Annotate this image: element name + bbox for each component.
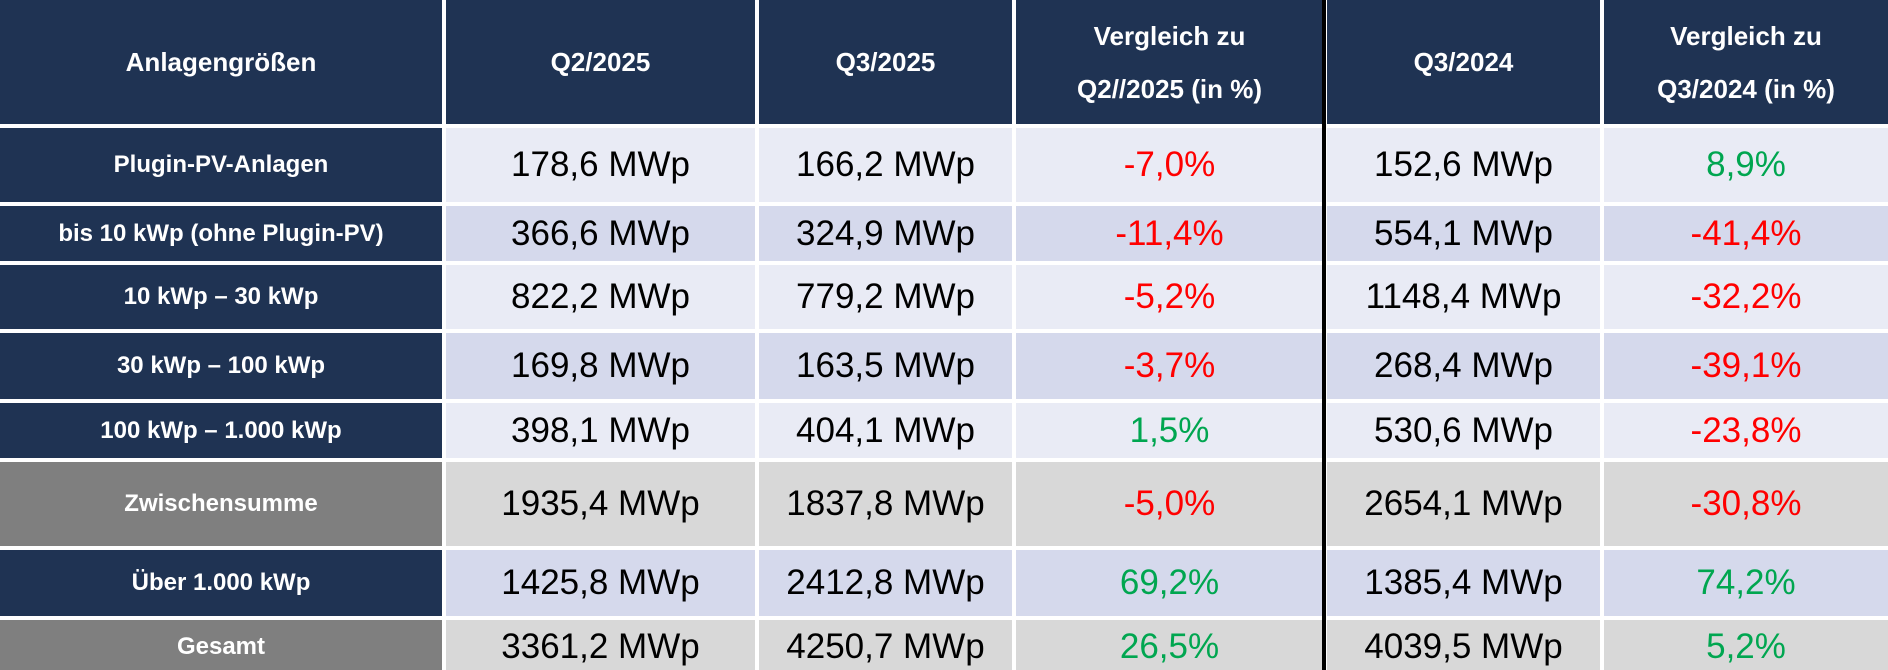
- header-label: Q2/2025: [550, 46, 651, 77]
- value-q3-2025: 163,5 MWp: [759, 333, 1012, 399]
- table-row-bis-10-kwp: bis 10 kWp (ohne Plugin-PV) 366,6 MWp 32…: [0, 206, 1888, 261]
- value-q3-2025: 2412,8 MWp: [759, 550, 1012, 616]
- table-row-gesamt: Gesamt 3361,2 MWp 4250,7 MWp 26,5% 4039,…: [0, 620, 1888, 670]
- table-row-ueber-1000-kwp: Über 1.000 kWp 1425,8 MWp 2412,8 MWp 69,…: [0, 550, 1888, 616]
- row-label: Zwischensumme: [0, 462, 442, 546]
- value-q2-2025: 366,6 MWp: [446, 206, 755, 261]
- header-row: Anlagengrößen Q2/2025 Q3/2025 Vergleich …: [0, 0, 1888, 124]
- value-vs-q2-2025: -7,0%: [1016, 128, 1323, 202]
- value-vs-q2-2025: -3,7%: [1016, 333, 1323, 399]
- value-q3-2024: 530,6 MWp: [1327, 403, 1600, 458]
- value-q2-2025: 3361,2 MWp: [446, 620, 755, 670]
- header-vergleich-q3-2024: Vergleich zu Q3/2024 (in %): [1604, 0, 1888, 124]
- header-label-line2: Q2//2025 (in %): [1077, 74, 1262, 104]
- value-vs-q3-2024: -39,1%: [1604, 333, 1888, 399]
- value-q3-2025: 404,1 MWp: [759, 403, 1012, 458]
- row-label: 30 kWp – 100 kWp: [0, 333, 442, 399]
- row-label: Plugin-PV-Anlagen: [0, 128, 442, 202]
- header-vergleich-q2-2025: Vergleich zu Q2//2025 (in %): [1016, 0, 1323, 124]
- header-label-line1: Vergleich zu: [1093, 21, 1246, 51]
- value-vs-q3-2024: 5,2%: [1604, 620, 1888, 670]
- value-vs-q3-2024: 8,9%: [1604, 128, 1888, 202]
- value-q3-2024: 1385,4 MWp: [1327, 550, 1600, 616]
- value-vs-q3-2024: -30,8%: [1604, 462, 1888, 546]
- value-q3-2025: 4250,7 MWp: [759, 620, 1012, 670]
- value-vs-q2-2025: 26,5%: [1016, 620, 1323, 670]
- value-q3-2025: 166,2 MWp: [759, 128, 1012, 202]
- row-label: Gesamt: [0, 620, 442, 670]
- value-vs-q2-2025: -5,2%: [1016, 265, 1323, 329]
- value-q2-2025: 398,1 MWp: [446, 403, 755, 458]
- row-label: bis 10 kWp (ohne Plugin-PV): [0, 206, 442, 261]
- value-vs-q3-2024: -32,2%: [1604, 265, 1888, 329]
- value-q3-2024: 2654,1 MWp: [1327, 462, 1600, 546]
- value-q3-2024: 1148,4 MWp: [1327, 265, 1600, 329]
- value-q2-2025: 1425,8 MWp: [446, 550, 755, 616]
- row-label: 100 kWp – 1.000 kWp: [0, 403, 442, 458]
- header-q2-2025: Q2/2025: [446, 0, 755, 124]
- value-vs-q3-2024: -41,4%: [1604, 206, 1888, 261]
- value-vs-q3-2024: -23,8%: [1604, 403, 1888, 458]
- value-vs-q2-2025: -11,4%: [1016, 206, 1323, 261]
- value-q3-2025: 1837,8 MWp: [759, 462, 1012, 546]
- value-q2-2025: 169,8 MWp: [446, 333, 755, 399]
- value-vs-q2-2025: 1,5%: [1016, 403, 1323, 458]
- table-row-zwischensumme: Zwischensumme 1935,4 MWp 1837,8 MWp -5,0…: [0, 462, 1888, 546]
- header-anlagengroessen: Anlagengrößen: [0, 0, 442, 124]
- value-q3-2025: 779,2 MWp: [759, 265, 1012, 329]
- header-label-line2: Q3/2024 (in %): [1657, 74, 1835, 104]
- header-label-line1: Vergleich zu: [1670, 21, 1822, 51]
- value-q2-2025: 178,6 MWp: [446, 128, 755, 202]
- value-q2-2025: 822,2 MWp: [446, 265, 755, 329]
- value-q3-2024: 152,6 MWp: [1327, 128, 1600, 202]
- table-row-plugin-pv: Plugin-PV-Anlagen 178,6 MWp 166,2 MWp -7…: [0, 128, 1888, 202]
- header-q3-2024: Q3/2024: [1327, 0, 1600, 124]
- header-label: Q3/2025: [835, 46, 936, 77]
- table-row-100-1000-kwp: 100 kWp – 1.000 kWp 398,1 MWp 404,1 MWp …: [0, 403, 1888, 458]
- column-divider-line: [1322, 0, 1326, 670]
- row-label: 10 kWp – 30 kWp: [0, 265, 442, 329]
- value-q3-2025: 324,9 MWp: [759, 206, 1012, 261]
- value-vs-q2-2025: 69,2%: [1016, 550, 1323, 616]
- value-q2-2025: 1935,4 MWp: [446, 462, 755, 546]
- value-vs-q2-2025: -5,0%: [1016, 462, 1323, 546]
- value-q3-2024: 554,1 MWp: [1327, 206, 1600, 261]
- header-label: Anlagengrößen: [125, 46, 317, 77]
- header-q3-2025: Q3/2025: [759, 0, 1012, 124]
- value-q3-2024: 4039,5 MWp: [1327, 620, 1600, 670]
- value-vs-q3-2024: 74,2%: [1604, 550, 1888, 616]
- header-label: Q3/2024: [1413, 46, 1514, 77]
- row-label: Über 1.000 kWp: [0, 550, 442, 616]
- table-row-10-30-kwp: 10 kWp – 30 kWp 822,2 MWp 779,2 MWp -5,2…: [0, 265, 1888, 329]
- value-q3-2024: 268,4 MWp: [1327, 333, 1600, 399]
- table-row-30-100-kwp: 30 kWp – 100 kWp 169,8 MWp 163,5 MWp -3,…: [0, 333, 1888, 399]
